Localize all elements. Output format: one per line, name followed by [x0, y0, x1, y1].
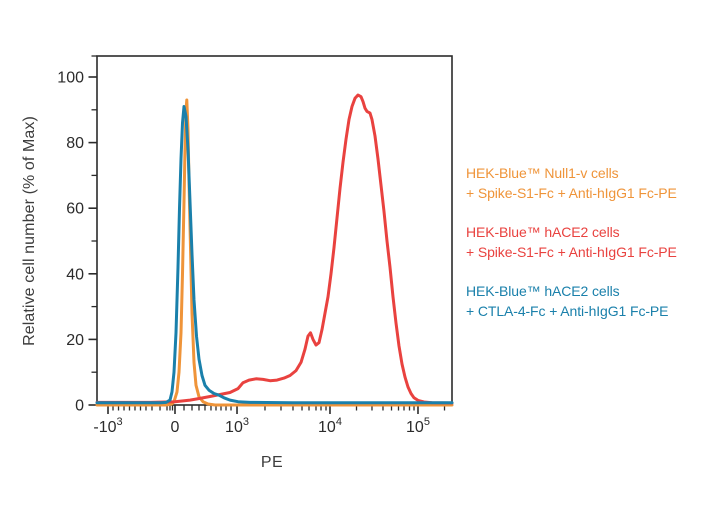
y-tick-label: 80: [66, 135, 84, 152]
curve-hace2-spike: [95, 93, 454, 405]
legend-item-line1: HEK-Blue™ Null1-v cells: [466, 165, 619, 181]
legend-item-line2: + CTLA-4-Fc + Anti-hIgG1 Fc-PE: [466, 303, 669, 319]
curve-hace2-ctla4: [95, 105, 454, 405]
y-axis: 0 20 40 60 80 100: [57, 55, 97, 415]
x-tick-label: 104: [318, 416, 342, 436]
x-tick-label: -103: [93, 416, 122, 436]
y-tick-label: 0: [75, 398, 84, 415]
legend-item-hace2-spike: HEK-Blue™ hACE2 cells + Spike-S1-Fc + An…: [466, 222, 726, 262]
curve-null1v-spike: [95, 98, 454, 407]
y-tick-label: 40: [66, 266, 84, 283]
x-tick-label: 105: [406, 416, 430, 436]
y-tick-label: 100: [57, 70, 84, 87]
legend-item-hace2-ctla4: HEK-Blue™ hACE2 cells + CTLA-4-Fc + Anti…: [466, 281, 726, 321]
x-axis-title: PE: [260, 454, 284, 471]
legend-item-line2: + Spike-S1-Fc + Anti-hIgG1 Fc-PE: [466, 185, 677, 201]
y-tick-label: 20: [66, 332, 84, 349]
x-tick-label: 0: [171, 419, 180, 436]
y-axis-title: Relative cell number (% of Max): [21, 116, 38, 346]
legend-item-line1: HEK-Blue™ hACE2 cells: [466, 283, 620, 299]
x-tick-label: 103: [225, 416, 249, 436]
x-axis: -103 0 103 104 105: [93, 405, 446, 436]
legend: HEK-Blue™ Null1-v cells + Spike-S1-Fc + …: [466, 163, 726, 340]
legend-item-line2: + Spike-S1-Fc + Anti-hIgG1 Fc-PE: [466, 244, 677, 260]
legend-item-line1: HEK-Blue™ hACE2 cells: [466, 224, 620, 240]
legend-item-null1v-spike: HEK-Blue™ Null1-v cells + Spike-S1-Fc + …: [466, 163, 726, 203]
y-tick-label: 60: [66, 201, 84, 218]
curves: [95, 93, 454, 407]
